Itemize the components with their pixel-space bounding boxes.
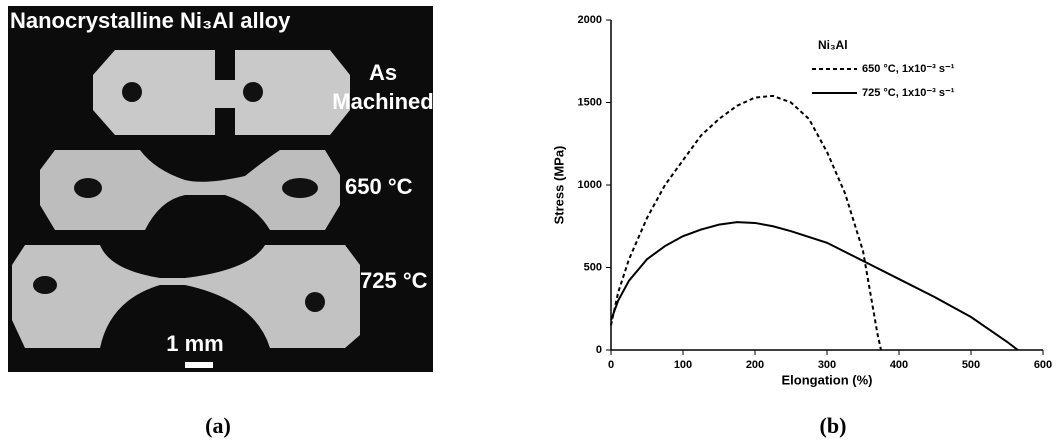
- y-tick-label: 0: [596, 344, 602, 356]
- hole: [305, 292, 325, 312]
- series-line: [610, 94, 882, 351]
- caption: (b): [820, 413, 847, 438]
- legend-label: 650 °C, 1x10⁻³ s⁻¹: [862, 63, 955, 75]
- hole: [282, 178, 318, 198]
- y-tick-label: 1000: [578, 179, 602, 191]
- hole: [33, 276, 57, 294]
- photo-label: 650 °C: [345, 174, 413, 199]
- hole: [122, 82, 142, 102]
- x-tick-label: 200: [746, 359, 764, 371]
- x-tick-label: 300: [818, 359, 836, 371]
- scale-bar: [185, 362, 213, 368]
- photo-label: Machined: [332, 89, 433, 114]
- scale-label: 1 mm: [166, 331, 223, 356]
- y-tick-label: 1500: [578, 96, 602, 108]
- y-axis-title: Stress (MPa): [551, 146, 566, 225]
- x-tick-label: 0: [608, 359, 614, 371]
- photo-label: 725 °C: [360, 268, 428, 293]
- caption: (a): [205, 413, 231, 438]
- x-axis-title: Elongation (%): [782, 372, 873, 387]
- specimen: [93, 50, 350, 135]
- series-line: [610, 221, 1019, 351]
- y-tick-label: 2000: [578, 14, 602, 26]
- x-tick-label: 600: [1034, 359, 1052, 371]
- y-tick-label: 500: [584, 261, 602, 273]
- legend-title: Ni₃Al: [818, 38, 848, 52]
- x-tick-label: 100: [674, 359, 692, 371]
- hole: [74, 178, 102, 198]
- photo-label: As: [369, 60, 397, 85]
- photo-title: Nanocrystalline Ni₃Al alloy: [10, 8, 291, 33]
- specimen: [40, 150, 340, 230]
- x-tick-label: 400: [890, 359, 908, 371]
- x-tick-label: 500: [962, 359, 980, 371]
- legend-label: 725 °C, 1x10⁻³ s⁻¹: [862, 87, 955, 99]
- hole: [243, 82, 263, 102]
- specimen: [12, 245, 360, 348]
